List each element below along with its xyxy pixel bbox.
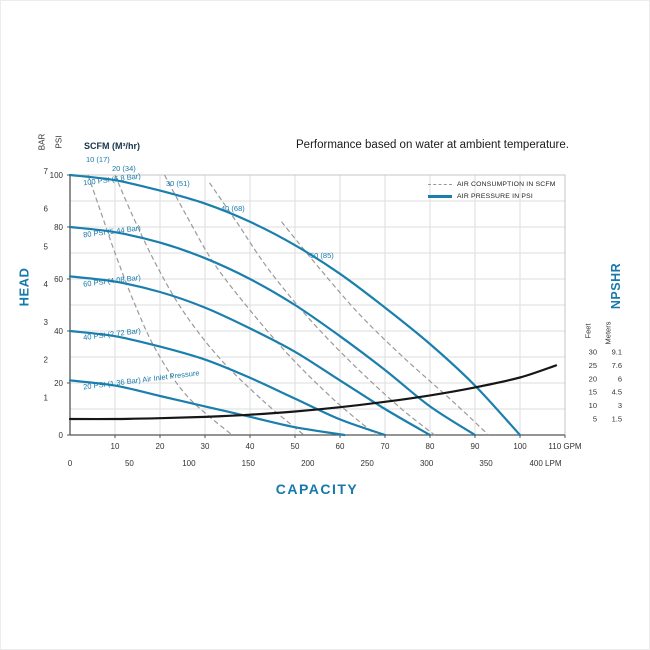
air-consumption-curve	[281, 221, 489, 436]
y-tick-label-psi: 20	[54, 379, 63, 388]
y-tick-label-bar: 2	[44, 356, 49, 365]
psi-axis-label: PSI	[54, 135, 64, 149]
y-tick-label-psi: 80	[54, 223, 63, 232]
x-tick-label-lpm: 0	[68, 459, 73, 468]
x-tick-label-gpm: 40	[246, 442, 255, 451]
head-axis-label: HEAD	[16, 267, 32, 307]
x-tick-label-lpm: 100	[182, 459, 196, 468]
x-tick-label-lpm: 350	[479, 459, 493, 468]
y-tick-label-bar: 3	[44, 318, 49, 327]
y-tick-label-psi: 0	[59, 431, 64, 440]
npshr-tick-label-feet: 10	[589, 401, 597, 410]
npshr-tick-label-meters: 3	[618, 401, 622, 410]
air-consumption-curve	[163, 174, 377, 436]
pressure-curve-label: 60 PSI (4.08 Bar)	[83, 273, 142, 289]
air-curve-label: 30 (51)	[166, 179, 190, 188]
legend-air-consumption-label: AIR CONSUMPTION IN SCFM	[457, 181, 556, 188]
air-pressure-curve	[68, 379, 346, 437]
air-pressure-curve	[68, 329, 387, 437]
x-tick-label-gpm: 110 GPM	[548, 442, 582, 451]
x-tick-label-gpm: 50	[291, 442, 300, 451]
x-tick-label-gpm: 20	[156, 442, 165, 451]
capacity-axis-label: CAPACITY	[275, 481, 359, 497]
x-tick-label-lpm: 50	[125, 459, 134, 468]
meters-header: Meters	[603, 321, 613, 345]
npshr-tick-label-meters: 9.1	[612, 348, 622, 357]
x-tick-label-gpm: 60	[336, 442, 345, 451]
y-tick-label-bar: 6	[44, 205, 49, 214]
npshr-axis-label: NPSHR	[609, 262, 623, 310]
legend-row-air-pressure: AIR PRESSURE IN PSI	[428, 192, 556, 201]
npshr-tick-label-meters: 1.5	[612, 415, 622, 424]
npshr-tick-label-meters: 7.6	[612, 361, 622, 370]
x-tick-label-gpm: 70	[381, 442, 390, 451]
chart-legend: AIR CONSUMPTION IN SCFM AIR PRESSURE IN …	[428, 180, 556, 201]
dashed-line-sample-icon	[428, 184, 452, 185]
npshr-curve	[68, 364, 558, 421]
air-consumption-curve	[114, 174, 305, 436]
y-tick-label-psi: 60	[54, 275, 63, 284]
x-tick-label-gpm: 80	[426, 442, 435, 451]
air-curve-label: 40 (68)	[221, 204, 245, 213]
x-tick-label-lpm: 400 LPM	[529, 459, 561, 468]
npshr-tick-label-feet: 25	[589, 361, 597, 370]
air-consumption-curve	[209, 182, 435, 436]
feet-header: Feet	[583, 323, 593, 339]
pressure-curve-label: 20 PSI (1.36 Bar) Air Inlet Pressure	[83, 368, 200, 391]
npshr-tick-label-feet: 5	[593, 415, 597, 424]
x-tick-label-lpm: 300	[420, 459, 434, 468]
x-tick-label-gpm: 100	[513, 442, 527, 451]
air-pressure-curve	[68, 173, 522, 437]
air-curve-label: 20 (34)	[112, 164, 136, 173]
bar-axis-label: BAR	[37, 133, 47, 151]
y-tick-label-bar: 4	[44, 280, 49, 289]
x-tick-label-lpm: 250	[361, 459, 375, 468]
air-pressure-curve	[68, 225, 477, 437]
air-curve-label: 50 (85)	[310, 251, 334, 260]
y-tick-label-psi: 100	[50, 171, 64, 180]
y-tick-label-bar: 5	[44, 242, 49, 251]
npshr-tick-label-feet: 20	[589, 374, 597, 383]
air-consumption-curve	[87, 174, 233, 436]
y-tick-label-psi: 40	[54, 327, 63, 336]
chart-title: Performance based on water at ambient te…	[296, 139, 569, 151]
y-tick-label-bar: 1	[44, 393, 49, 402]
npshr-tick-label-meters: 4.5	[612, 388, 622, 397]
x-tick-label-lpm: 200	[301, 459, 315, 468]
solid-line-sample-icon	[428, 195, 452, 198]
x-tick-label-gpm: 10	[111, 442, 120, 451]
legend-air-pressure-label: AIR PRESSURE IN PSI	[457, 193, 533, 200]
npshr-tick-label-meters: 6	[618, 374, 622, 383]
npshr-tick-label-feet: 30	[589, 348, 597, 357]
x-tick-label-gpm: 30	[201, 442, 210, 451]
air-pressure-curve	[68, 275, 432, 437]
pressure-curve-label: 80 PSI (5.44 Bar)	[83, 223, 142, 239]
x-tick-label-lpm: 150	[242, 459, 256, 468]
legend-row-air-consumption: AIR CONSUMPTION IN SCFM	[428, 180, 556, 189]
npshr-tick-label-feet: 15	[589, 388, 597, 397]
y-tick-label-bar: 7	[44, 167, 49, 176]
air-curve-label: 10 (17)	[86, 155, 110, 164]
scfm-header: SCFM (M³/hr)	[84, 141, 140, 151]
x-tick-label-gpm: 90	[471, 442, 480, 451]
